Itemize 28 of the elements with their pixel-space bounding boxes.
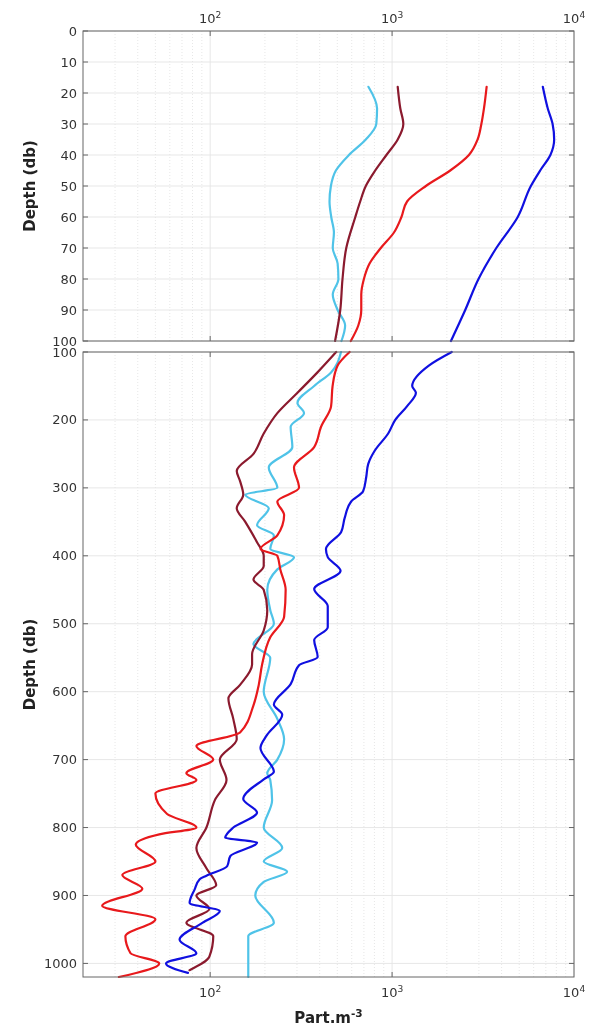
y-tick-label: 1000: [43, 955, 77, 971]
x-tick-label: 10$^{4}$: [562, 10, 586, 26]
y-tick-label: 70: [60, 240, 77, 256]
y-tick-label: 40: [60, 147, 77, 163]
y-tick-label: 300: [52, 480, 77, 496]
y-tick-label: 700: [52, 752, 77, 768]
y-tick-label: 500: [52, 616, 77, 632]
y-tick-label: 90: [60, 302, 77, 318]
x-tick-label: 10$^{3}$: [380, 10, 404, 26]
x-tick-label: 10$^{2}$: [198, 10, 222, 26]
x-tick-label: 10$^{2}$: [198, 984, 222, 1000]
y-tick-label: 10: [60, 54, 77, 70]
y-tick-label: 900: [52, 888, 77, 904]
y-tick-label: 20: [60, 85, 77, 101]
y-tick-label: 50: [60, 178, 77, 194]
y-tick-label: 200: [52, 412, 77, 428]
y-tick-label: 400: [52, 548, 77, 564]
y-tick-label: 80: [60, 271, 77, 287]
y-axis-title: Depth (db): [21, 618, 39, 711]
x-tick-label: 10$^{4}$: [562, 984, 586, 1000]
y-tick-label: 800: [52, 820, 77, 836]
y-tick-label: 0: [68, 23, 77, 39]
y-axis-title: Depth (db): [21, 140, 39, 232]
y-tick-label: 60: [60, 209, 77, 225]
y-tick-label: 600: [52, 684, 77, 700]
y-tick-label: 30: [60, 116, 77, 132]
x-tick-label: 10$^{3}$: [380, 984, 404, 1000]
x-axis-title: Part.m$^{-3}$: [294, 1007, 363, 1027]
